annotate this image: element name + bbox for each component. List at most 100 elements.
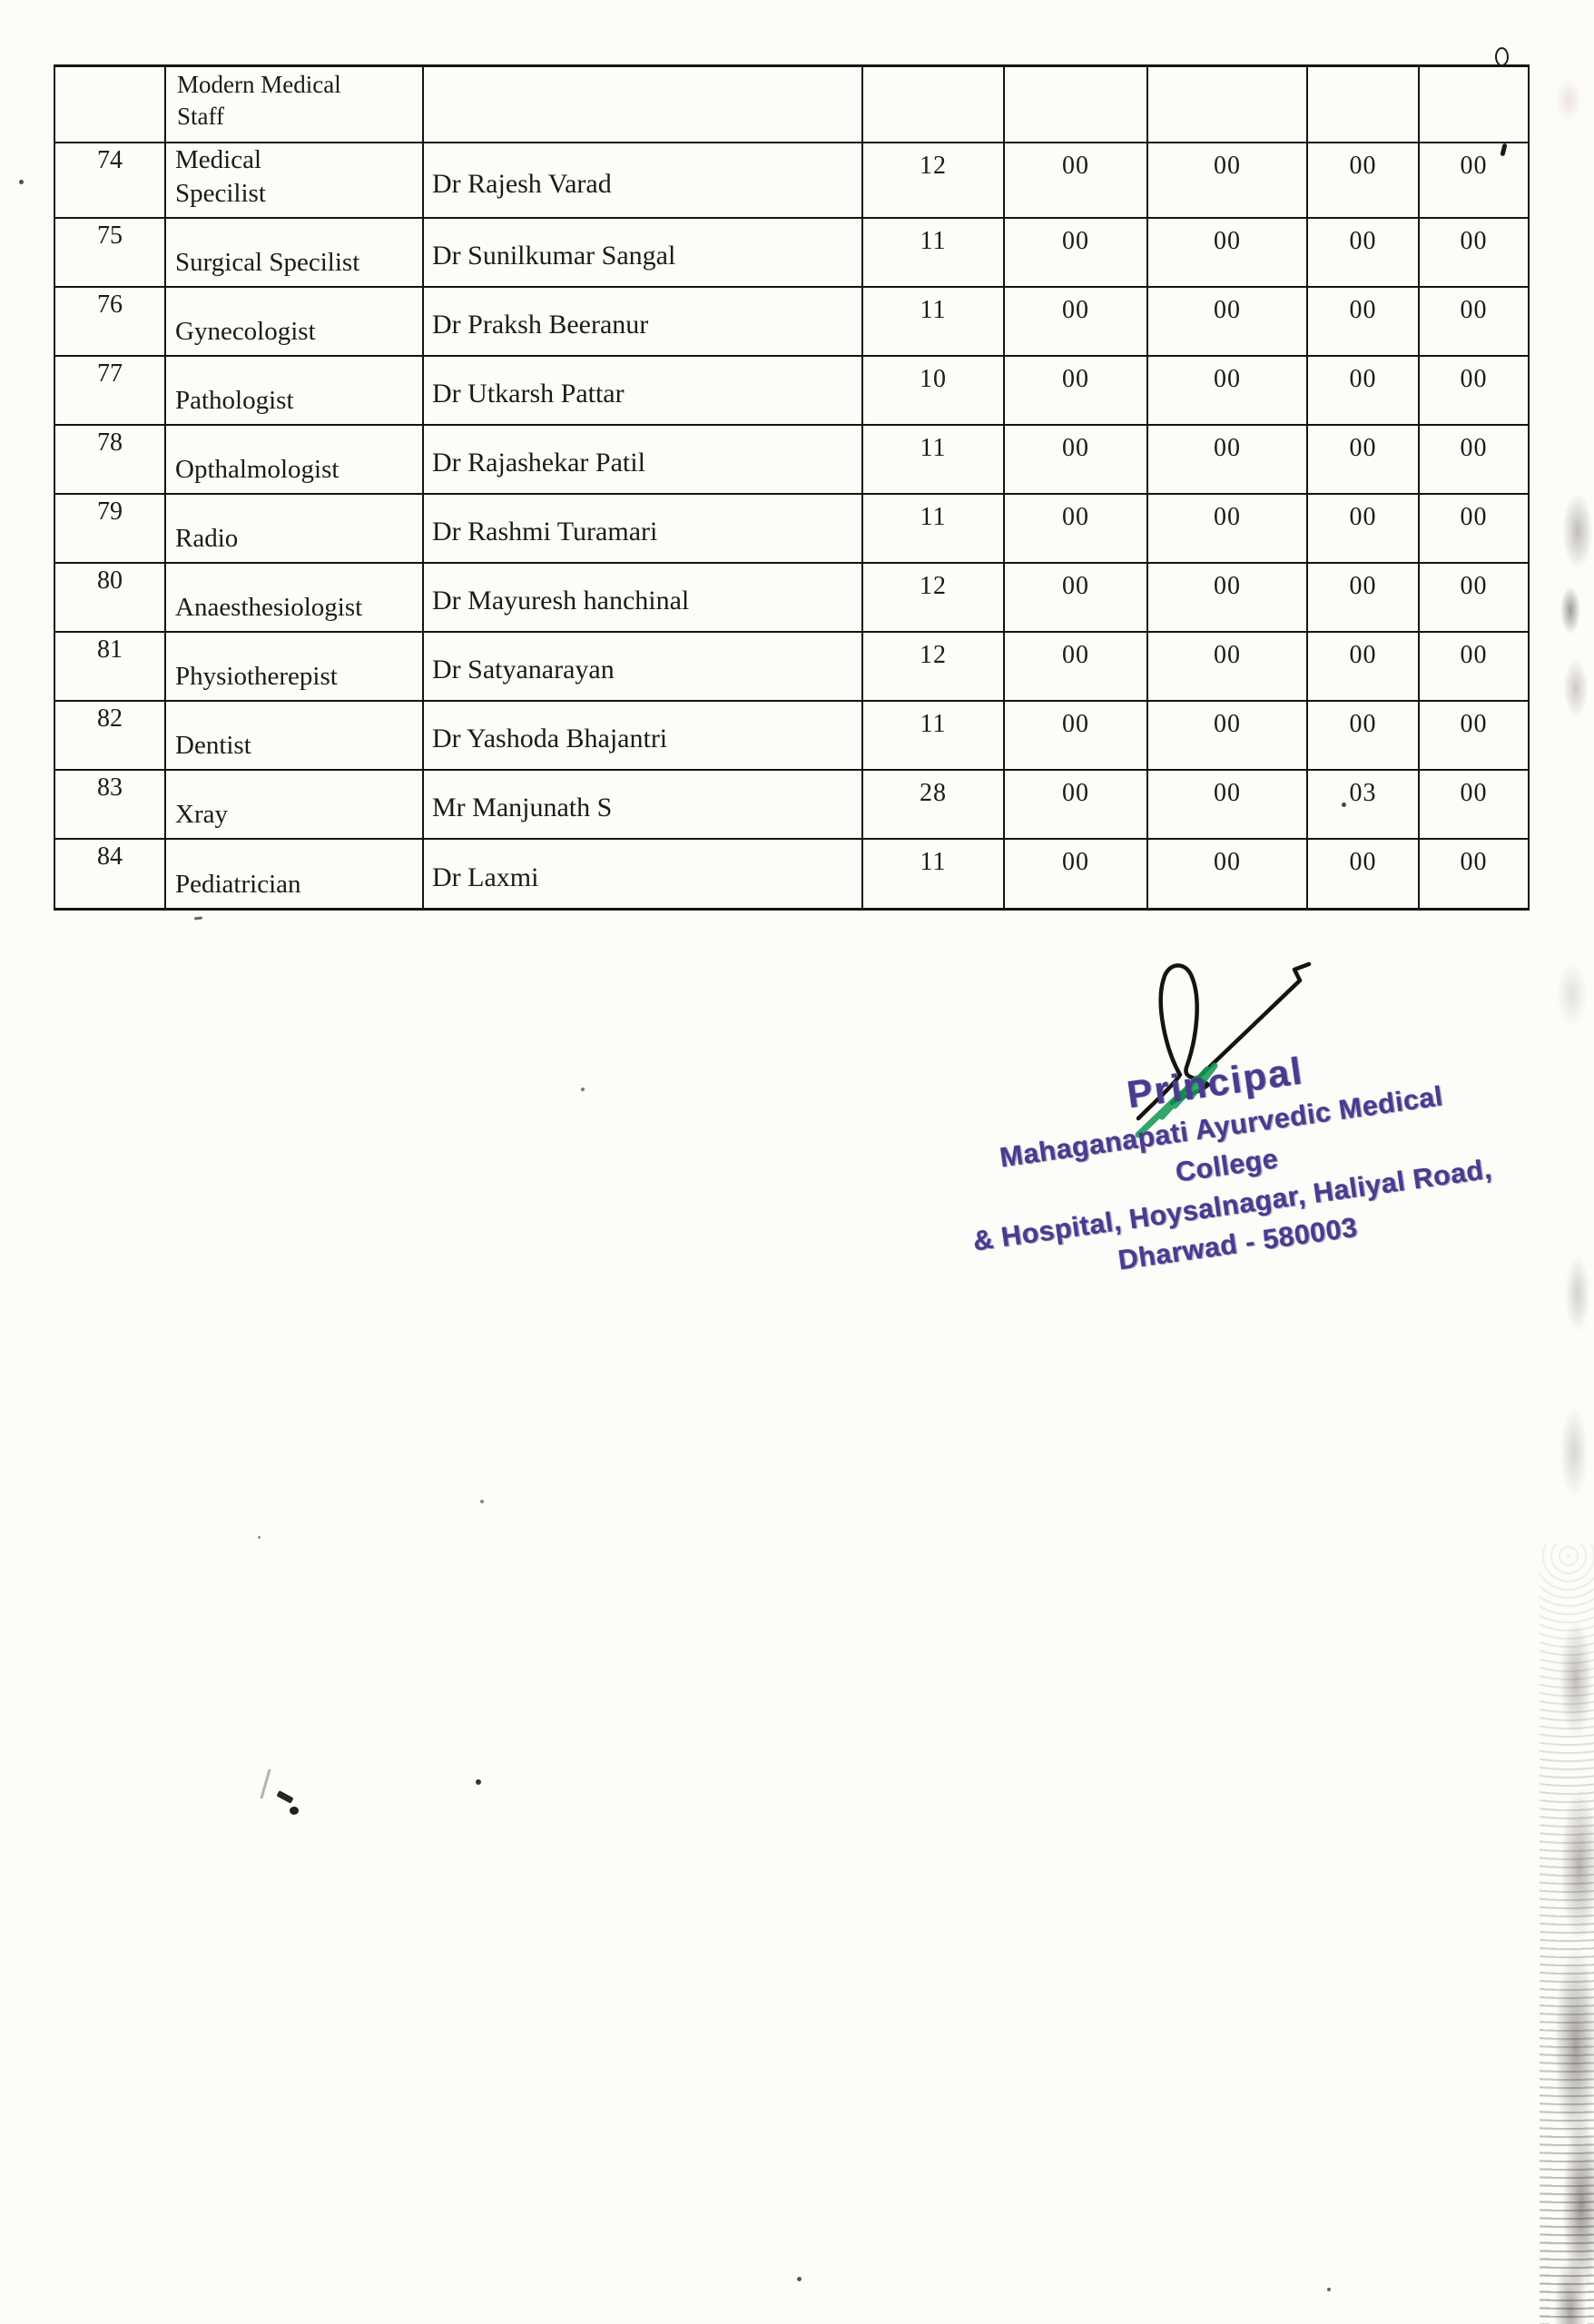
cell-designation: Pediatrician xyxy=(164,837,424,911)
cell-no: 79 xyxy=(54,492,166,564)
principal-signature xyxy=(1135,961,1312,1138)
cell-no: 77 xyxy=(54,354,166,426)
cell-v4: 00 xyxy=(1306,354,1420,426)
cell-name: Dr Praksh Beeranur xyxy=(422,285,863,357)
cell-no: 75 xyxy=(54,216,166,288)
cell-no: 81 xyxy=(54,630,166,702)
cell-v2: 00 xyxy=(1003,699,1148,771)
cell-v4: 00 xyxy=(1306,141,1420,219)
cell-v1: 10 xyxy=(861,354,1005,426)
cell-designation: Surgical Specilist xyxy=(164,216,424,288)
cell-v2: 00 xyxy=(1003,354,1148,426)
header-cell-no xyxy=(54,64,166,143)
cell-v5: 00 xyxy=(1418,492,1530,564)
cell-v2: 00 xyxy=(1003,561,1148,633)
ink-speck xyxy=(1327,2288,1331,2291)
cell-no: 80 xyxy=(54,561,166,633)
cell-v2: 00 xyxy=(1003,216,1148,288)
cell-name: Mr Manjunath S xyxy=(422,768,863,840)
header-cell-staff-group: Modern Medical Staff xyxy=(164,64,424,143)
cell-v1: 11 xyxy=(861,285,1005,357)
cell-v4: 00 xyxy=(1306,285,1420,357)
ink-speck xyxy=(19,180,24,184)
table-row: 82 Dentist Dr Yashoda Bhajantri 11 00 00… xyxy=(54,699,1530,771)
cell-v1: 12 xyxy=(861,561,1005,633)
cell-v3: 00 xyxy=(1146,768,1308,840)
cell-v3: 00 xyxy=(1146,492,1308,564)
cell-no: 74 xyxy=(54,141,166,219)
cell-designation: Radio xyxy=(164,492,424,564)
ink-speck xyxy=(1342,803,1346,807)
cell-v4: 00 xyxy=(1306,492,1420,564)
ink-speck xyxy=(193,916,203,921)
cell-v4: 00 xyxy=(1306,630,1420,702)
cell-v5: 00 xyxy=(1418,216,1530,288)
ink-speck xyxy=(1495,47,1509,66)
table-row: 84 Pediatrician Dr Laxmi 11 00 00 00 00 xyxy=(54,837,1530,911)
cell-v4: 00 xyxy=(1306,699,1420,771)
cell-v4: 00 xyxy=(1306,423,1420,495)
cell-v1: 12 xyxy=(861,141,1005,219)
cell-designation: Dentist xyxy=(164,699,424,771)
cell-designation: Pathologist xyxy=(164,354,424,426)
cell-v2: 00 xyxy=(1003,837,1148,911)
cell-v5: 00 xyxy=(1418,768,1530,840)
staff-table: Modern Medical Staff 74 Medical Specilis… xyxy=(54,64,1530,911)
cell-v2: 00 xyxy=(1003,630,1148,702)
cell-v5: 00 xyxy=(1418,561,1530,633)
cell-v1: 11 xyxy=(861,699,1005,771)
table-row: 74 Medical Specilist Dr Rajesh Varad 12 … xyxy=(54,141,1530,219)
table-row: 76 Gynecologist Dr Praksh Beeranur 11 00… xyxy=(54,285,1530,357)
cell-v5: 00 xyxy=(1418,141,1530,219)
scan-edge-noise xyxy=(1529,0,1594,2324)
cell-v3: 00 xyxy=(1146,561,1308,633)
table-row: 79 Radio Dr Rashmi Turamari 11 00 00 00 … xyxy=(54,492,1530,564)
pen-mark xyxy=(260,1768,271,1799)
table-header-row: Modern Medical Staff xyxy=(54,64,1530,143)
ink-speck xyxy=(476,1779,481,1785)
cell-v4: 00 xyxy=(1306,837,1420,911)
ink-speck xyxy=(581,1088,585,1091)
signature-stroke-black xyxy=(1136,961,1312,1121)
cell-no: 78 xyxy=(54,423,166,495)
table-row: 81 Physiotherepist Dr Satyanarayan 12 00… xyxy=(54,630,1530,702)
cell-name: Dr Sunilkumar Sangal xyxy=(422,216,863,288)
cell-v2: 00 xyxy=(1003,285,1148,357)
cell-v5: 00 xyxy=(1418,699,1530,771)
cell-designation: Anaesthesiologist xyxy=(164,561,424,633)
cell-v1: 12 xyxy=(861,630,1005,702)
cell-v1: 28 xyxy=(861,768,1005,840)
cell-v3: 00 xyxy=(1146,216,1308,288)
cell-no: 84 xyxy=(54,837,166,911)
cell-name: Dr Yashoda Bhajantri xyxy=(422,699,863,771)
ink-speck xyxy=(480,1500,484,1503)
cell-name: Dr Rashmi Turamari xyxy=(422,492,863,564)
cell-name: Dr Utkarsh Pattar xyxy=(422,354,863,426)
cell-designation: Xray xyxy=(164,768,424,840)
cell-v1: 11 xyxy=(861,492,1005,564)
pen-mark xyxy=(290,1807,299,1815)
header-cell-v5 xyxy=(1418,64,1530,143)
signature-stroke-green xyxy=(1135,1062,1218,1138)
cell-v5: 00 xyxy=(1418,837,1530,911)
cell-no: 83 xyxy=(54,768,166,840)
cell-v1: 11 xyxy=(861,423,1005,495)
cell-v2: 00 xyxy=(1003,492,1148,564)
cell-v4: 03 xyxy=(1306,768,1420,840)
cell-name: Dr Rajesh Varad xyxy=(422,141,863,219)
ink-speck xyxy=(797,2277,802,2281)
header-cell-v4 xyxy=(1306,64,1420,143)
cell-designation: Gynecologist xyxy=(164,285,424,357)
cell-v5: 00 xyxy=(1418,354,1530,426)
header-cell-v3 xyxy=(1146,64,1308,143)
pen-mark xyxy=(276,1790,294,1804)
cell-designation: Medical Specilist xyxy=(164,141,424,219)
cell-name: Dr Satyanarayan xyxy=(422,630,863,702)
cell-no: 82 xyxy=(54,699,166,771)
cell-v5: 00 xyxy=(1418,630,1530,702)
cell-v1: 11 xyxy=(861,837,1005,911)
cell-v3: 00 xyxy=(1146,141,1308,219)
cell-v2: 00 xyxy=(1003,423,1148,495)
cell-designation: Physiotherepist xyxy=(164,630,424,702)
table-row: 80 Anaesthesiologist Dr Mayuresh hanchin… xyxy=(54,561,1530,633)
